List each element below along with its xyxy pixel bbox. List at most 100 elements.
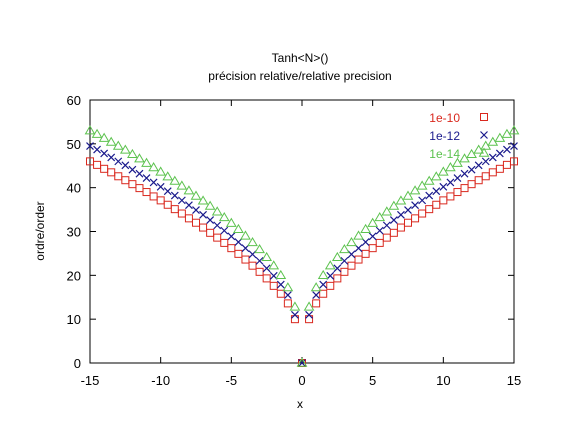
data-point-square <box>163 200 172 209</box>
data-point-triangle <box>317 269 329 280</box>
data-point-triangle <box>247 236 258 247</box>
data-point-square <box>361 249 370 258</box>
data-point-triangle <box>190 190 202 200</box>
data-point-cross <box>248 250 257 259</box>
data-point-cross <box>368 232 377 241</box>
data-point-square <box>495 164 504 173</box>
data-point-cross <box>163 187 172 196</box>
data-point-cross <box>397 210 405 219</box>
data-point-triangle <box>346 236 357 247</box>
data-point-square <box>100 164 109 173</box>
x-tick-label: 15 <box>507 373 521 388</box>
data-point-square <box>319 289 328 298</box>
legend-label: 1e-12 <box>429 129 460 143</box>
data-point-triangle <box>452 157 463 167</box>
data-point-cross <box>382 221 391 230</box>
data-point-square <box>142 188 151 197</box>
series-1e-12 <box>86 142 518 367</box>
data-point-cross <box>199 210 207 219</box>
data-point-square <box>234 249 243 258</box>
data-point-square <box>248 261 257 270</box>
data-point-square <box>156 196 165 205</box>
data-point-cross <box>375 226 384 235</box>
y-tick-label: 40 <box>67 181 81 196</box>
data-point-square <box>135 184 144 193</box>
data-point-square <box>439 196 448 205</box>
data-point-triangle <box>339 243 350 254</box>
data-point-triangle <box>508 125 520 135</box>
data-point-triangle <box>331 251 343 262</box>
data-point-cross <box>121 161 130 170</box>
x-tick-label: -15 <box>81 373 100 388</box>
data-point-square <box>269 281 278 290</box>
data-point-cross <box>389 216 398 225</box>
data-point-triangle <box>119 144 131 154</box>
data-point-triangle <box>353 230 364 240</box>
data-point-triangle <box>416 180 428 190</box>
data-point-triangle <box>204 200 216 210</box>
legend-marker-triangle <box>478 147 490 157</box>
data-point-square <box>488 168 497 177</box>
data-point-square <box>283 299 292 308</box>
data-point-square <box>170 205 179 214</box>
data-point-cross <box>361 238 370 246</box>
data-point-triangle <box>155 166 167 176</box>
data-point-triangle <box>409 185 421 195</box>
data-point-cross <box>404 206 412 214</box>
data-point-square <box>326 281 335 290</box>
legend-marker-cross <box>480 131 488 139</box>
data-point-triangle <box>268 260 280 270</box>
x-tick-label: -10 <box>151 373 170 388</box>
data-point-cross <box>432 187 441 196</box>
data-point-cross <box>453 174 462 182</box>
data-point-cross <box>418 196 427 205</box>
data-point-triangle <box>445 162 456 172</box>
data-point-square <box>347 261 356 270</box>
data-point-cross <box>467 165 476 174</box>
y-tick-label: 0 <box>74 356 81 371</box>
data-point-square <box>312 299 321 308</box>
data-point-square <box>114 172 123 181</box>
data-point-cross <box>234 238 243 246</box>
data-point-triangle <box>459 153 470 163</box>
data-point-square <box>446 192 455 201</box>
data-point-triangle <box>289 301 301 311</box>
data-point-cross <box>305 310 313 319</box>
data-point-cross <box>319 280 328 289</box>
data-point-cross <box>192 206 200 214</box>
data-point-cross <box>425 191 434 200</box>
data-point-cross <box>93 145 101 154</box>
data-point-square <box>149 192 158 201</box>
legend-label: 1e-14 <box>429 147 460 161</box>
data-point-cross <box>135 169 144 178</box>
data-point-triangle <box>254 243 265 254</box>
data-point-triangle <box>367 217 379 227</box>
data-point-triangle <box>388 200 400 210</box>
data-point-square <box>510 157 518 166</box>
data-point-triangle <box>437 166 449 176</box>
series-1e-14 <box>84 125 520 367</box>
legend-label: 1e-10 <box>429 111 460 125</box>
data-point-square <box>453 188 462 197</box>
data-point-cross <box>340 256 349 265</box>
data-point-cross <box>213 221 222 230</box>
data-point-triangle <box>395 195 407 205</box>
data-point-cross <box>86 142 94 150</box>
data-point-cross <box>291 310 299 319</box>
data-point-cross <box>227 232 236 241</box>
data-point-triangle <box>148 162 159 172</box>
data-point-triangle <box>360 223 371 234</box>
data-point-triangle <box>218 211 230 222</box>
data-point-square <box>460 184 469 193</box>
data-point-square <box>354 255 363 264</box>
data-point-square <box>255 267 264 276</box>
data-point-triangle <box>225 217 237 227</box>
data-point-triangle <box>84 125 96 135</box>
data-point-triangle <box>296 357 308 367</box>
data-point-triangle <box>430 171 442 181</box>
data-point-triangle <box>169 175 181 185</box>
data-point-square <box>481 172 490 181</box>
data-point-cross <box>220 226 229 235</box>
data-point-square <box>305 315 314 324</box>
